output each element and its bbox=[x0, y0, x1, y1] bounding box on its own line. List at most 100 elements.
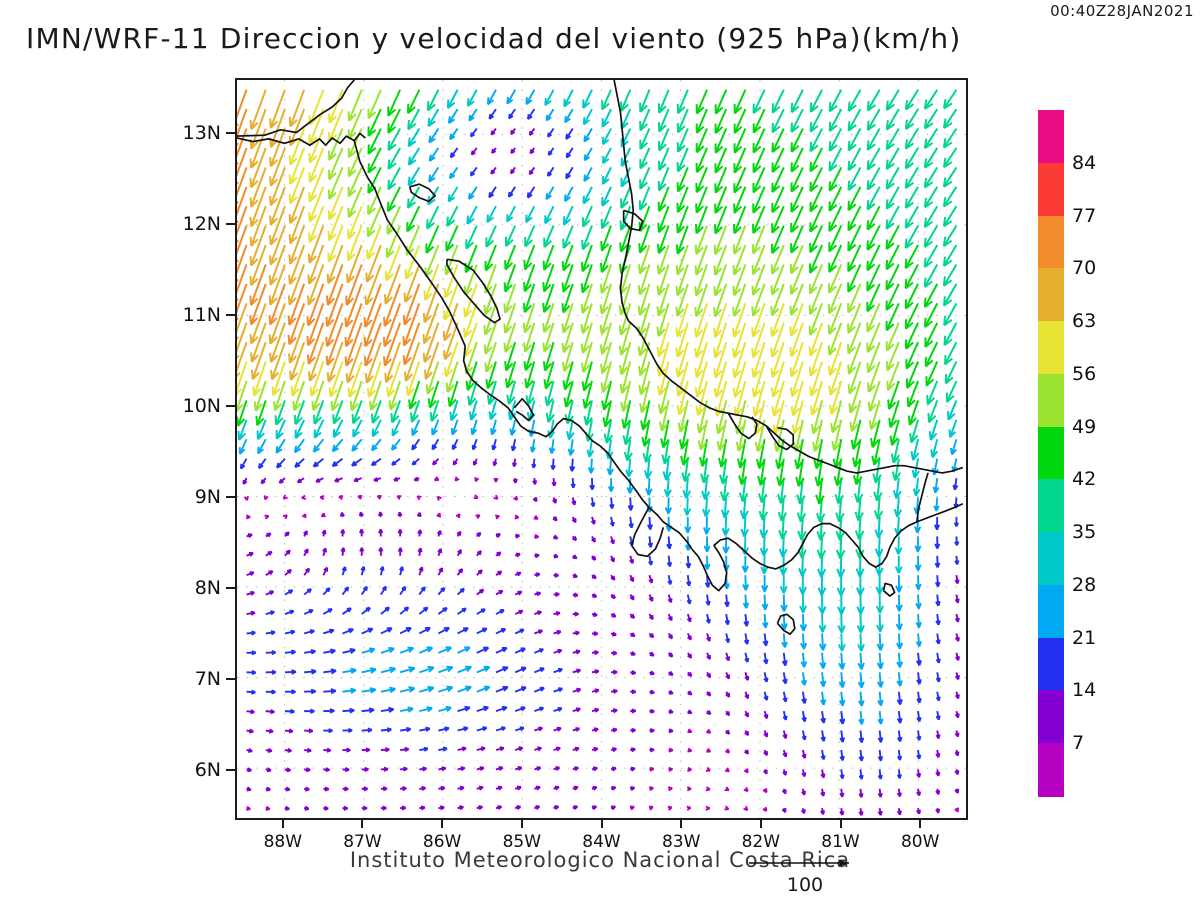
footer-credit: Instituto Meteorologico Nacional Costa R… bbox=[349, 848, 851, 872]
colorbar-band bbox=[1038, 584, 1064, 639]
wind-vector-arrow bbox=[916, 749, 922, 760]
wind-vector-arrow bbox=[648, 651, 655, 657]
wind-vector-arrow bbox=[341, 586, 350, 596]
wind-vector-arrow bbox=[667, 805, 673, 811]
wind-vector-arrow bbox=[399, 686, 416, 693]
wind-vector-arrow bbox=[400, 746, 410, 753]
y-axis-tick bbox=[226, 677, 235, 680]
wind-vector-arrow bbox=[361, 647, 376, 654]
x-axis-tick bbox=[520, 820, 523, 828]
wind-vector-arrow bbox=[495, 647, 508, 654]
wind-vector-arrow bbox=[341, 607, 352, 615]
reference-vector: 100 bbox=[745, 852, 865, 898]
wind-vector-arrow bbox=[801, 788, 807, 796]
wind-vector-arrow bbox=[591, 688, 600, 694]
wind-vector-arrow bbox=[591, 612, 598, 617]
wind-vector-arrow bbox=[419, 785, 427, 791]
wind-vector-arrow bbox=[457, 746, 467, 752]
wind-vector-arrow bbox=[705, 805, 711, 811]
wind-vector-arrow bbox=[591, 650, 599, 656]
wind-vector-arrow bbox=[323, 805, 329, 811]
wind-vector-arrow bbox=[799, 594, 808, 614]
wind-vector-arrow bbox=[629, 632, 636, 638]
wind-vector-arrow bbox=[610, 805, 616, 811]
wind-vector-arrow bbox=[742, 575, 750, 591]
wind-vector-arrow bbox=[437, 548, 443, 557]
wind-vector-arrow bbox=[954, 749, 960, 757]
wind-vector-arrow bbox=[820, 710, 827, 724]
x-axis-tick bbox=[600, 820, 603, 828]
wind-vector-arrow bbox=[476, 685, 491, 693]
wind-vector-arrow bbox=[246, 590, 256, 596]
map-plot-area[interactable] bbox=[235, 78, 968, 820]
wind-vector-arrow bbox=[649, 708, 655, 714]
wind-vector-arrow bbox=[304, 767, 311, 773]
wind-vector-arrow bbox=[534, 553, 540, 559]
wind-vector-arrow bbox=[954, 769, 960, 776]
wind-vector-arrow bbox=[514, 609, 524, 615]
wind-vector-arrow bbox=[668, 766, 673, 772]
wind-vector-arrow bbox=[687, 728, 693, 734]
wind-vector-arrow bbox=[572, 592, 579, 598]
wind-vector-arrow bbox=[837, 614, 846, 634]
wind-vector-arrow bbox=[820, 788, 826, 797]
colorbar-label: 56 bbox=[1072, 362, 1097, 385]
colorbar-band bbox=[1038, 637, 1064, 692]
coastline-path bbox=[727, 412, 758, 440]
wind-vector-arrow bbox=[762, 613, 769, 629]
wind-vector-arrow bbox=[572, 668, 582, 674]
wind-vector-arrow bbox=[361, 707, 375, 714]
wind-vector-arrow bbox=[820, 808, 826, 815]
wind-vector-arrow bbox=[954, 633, 960, 642]
wind-vector-arrow bbox=[762, 806, 768, 812]
colorbar-label: 7 bbox=[1072, 732, 1085, 755]
colorbar-band bbox=[1038, 110, 1064, 164]
wind-vector-arrow bbox=[725, 691, 731, 698]
wind-vector-arrow bbox=[495, 805, 503, 811]
wind-vector-arrow bbox=[495, 785, 503, 791]
wind-vector-arrow bbox=[476, 608, 486, 615]
wind-vector-arrow bbox=[916, 672, 922, 685]
colorbar[interactable]: 84 77 70 63 56 49 42 35 28 21 14 7 bbox=[1038, 110, 1096, 797]
wind-vector-arrow bbox=[839, 788, 845, 798]
wind-vector-arrow bbox=[610, 708, 618, 714]
wind-vector-arrow bbox=[724, 594, 730, 608]
wind-vector-arrow bbox=[935, 788, 941, 795]
wind-vector-arrow bbox=[877, 711, 884, 725]
wind-vector-arrow bbox=[839, 808, 845, 816]
wind-vector-arrow bbox=[801, 710, 807, 723]
wind-vector-arrow bbox=[858, 808, 864, 816]
wind-vector-arrow bbox=[743, 613, 750, 627]
wind-vector-arrow bbox=[265, 747, 273, 754]
wind-vector-arrow bbox=[819, 672, 827, 688]
wind-vector-arrow bbox=[514, 628, 525, 635]
wind-vector-arrow bbox=[265, 630, 276, 636]
wind-vector-arrow bbox=[380, 646, 395, 654]
wind-vector-arrow bbox=[284, 767, 292, 773]
wind-vector-arrow bbox=[591, 555, 597, 561]
wind-vector-arrow bbox=[667, 652, 674, 658]
wind-vector-arrow bbox=[399, 646, 414, 654]
wind-vector-arrow bbox=[303, 588, 312, 596]
wind-vector-arrow bbox=[839, 711, 846, 725]
wind-vector-arrow bbox=[437, 606, 448, 615]
wind-vector-arrow bbox=[798, 575, 807, 595]
wind-vector-arrow bbox=[495, 570, 503, 576]
wind-vector-arrow bbox=[514, 746, 524, 752]
wind-vector-arrow bbox=[246, 610, 256, 616]
wind-vector-arrow bbox=[687, 690, 693, 696]
wind-vector-arrow bbox=[744, 710, 750, 718]
wind-vector-arrow bbox=[649, 689, 655, 695]
wind-vector-arrow bbox=[303, 609, 314, 615]
wind-vector-arrow bbox=[896, 691, 903, 706]
wind-vector-arrow bbox=[399, 626, 412, 635]
wind-vector-arrow bbox=[303, 648, 316, 655]
wind-vector-arrow bbox=[649, 727, 655, 734]
wind-vector-arrow bbox=[514, 552, 521, 558]
wind-vector-arrow bbox=[801, 769, 807, 778]
wind-vector-arrow bbox=[838, 672, 846, 689]
wind-vector-arrow bbox=[724, 786, 730, 792]
wind-vector-arrow bbox=[495, 551, 502, 557]
wind-vector-arrow bbox=[265, 550, 273, 557]
coastline-path bbox=[882, 582, 896, 597]
